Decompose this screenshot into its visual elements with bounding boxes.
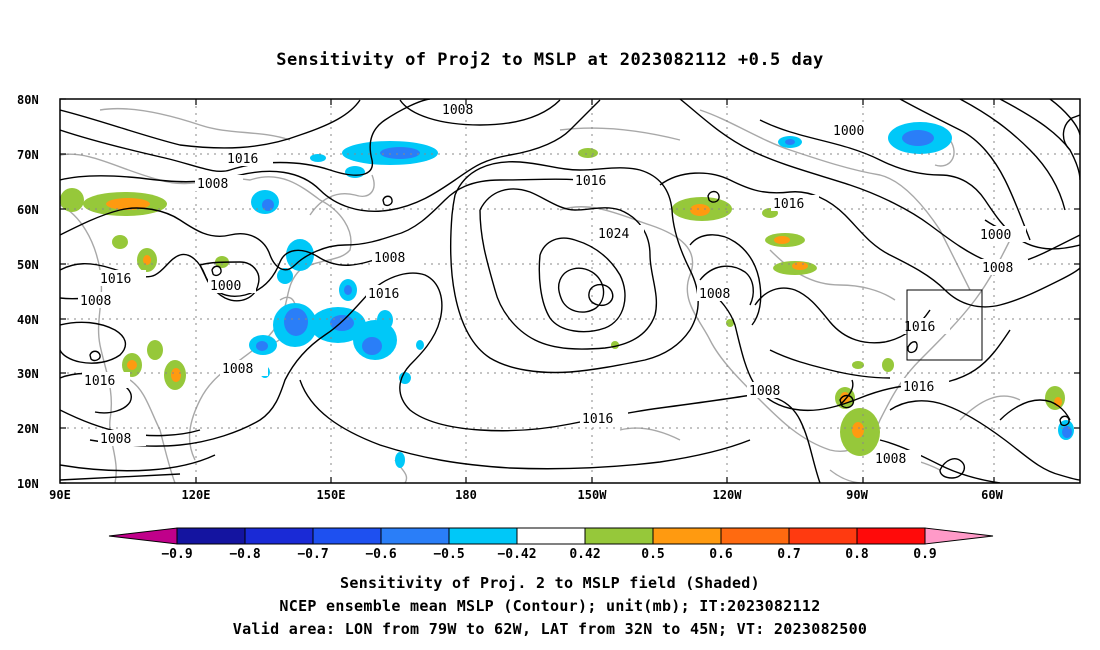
valid-area-box bbox=[906, 289, 983, 361]
lon-label-90e: 90E bbox=[49, 488, 71, 500]
colorbar-level-label: 0.7 bbox=[777, 547, 800, 562]
contour-label: 1016 bbox=[227, 152, 258, 167]
colorbar-level-label: −0.42 bbox=[497, 547, 536, 562]
contour-label: 1000 bbox=[210, 279, 241, 294]
contour-label: 1016 bbox=[100, 272, 131, 287]
colorbar-bin bbox=[516, 527, 586, 545]
contour-label: 1008 bbox=[749, 384, 780, 399]
contour-label: 1016 bbox=[368, 287, 399, 302]
contour-label: 1016 bbox=[773, 197, 804, 212]
colorbar-bin bbox=[244, 527, 314, 545]
lat-label-80n: 80N bbox=[17, 93, 39, 107]
lat-label-60n: 60N bbox=[17, 203, 39, 217]
colorbar-level-label: −0.9 bbox=[161, 547, 192, 562]
contour-label: 1016 bbox=[903, 380, 934, 395]
lat-label-40n: 40N bbox=[17, 313, 39, 327]
sensitivity-map: 1008 1016 1008 1016 1000 1008 1016 1008 … bbox=[17, 93, 1081, 500]
contour-label: 1008 bbox=[222, 362, 253, 377]
contour-label: 1008 bbox=[699, 287, 730, 302]
colorbar-level-label: −0.8 bbox=[229, 547, 260, 562]
colorbar-above-triangle bbox=[924, 527, 994, 545]
contour-label: 1008 bbox=[442, 103, 473, 118]
sensitivity-shading bbox=[60, 122, 1074, 468]
colorbar-level-label: 0.42 bbox=[569, 547, 600, 562]
axis-ticks bbox=[60, 98, 1080, 484]
colorbar-level-label: −0.7 bbox=[297, 547, 328, 562]
lon-label-90w: 90W bbox=[846, 488, 868, 500]
contour-label: 1016 bbox=[84, 374, 115, 389]
colorbar-bin bbox=[448, 527, 518, 545]
colorbar-level-label: 0.6 bbox=[709, 547, 733, 562]
lon-label-120w: 120W bbox=[713, 488, 743, 500]
lat-label-30n: 30N bbox=[17, 367, 39, 381]
colorbar-bin bbox=[652, 527, 722, 545]
contour-label: 1008 bbox=[197, 177, 228, 192]
colorbar-level-label: 0.5 bbox=[641, 547, 664, 562]
map-title: Sensitivity of Proj2 to MSLP at 20230821… bbox=[276, 50, 824, 70]
colorbar-level-label: 0.8 bbox=[845, 547, 869, 562]
colorbar-level-label: 0.9 bbox=[913, 547, 936, 562]
contour-label: 1008 bbox=[374, 251, 405, 266]
contour-label: 1016 bbox=[904, 320, 935, 335]
lon-label-150e: 150E bbox=[317, 488, 346, 500]
longitude-labels: 90E 120E 150E 180 150W 120W 90W 60W bbox=[49, 488, 1003, 500]
lat-label-20n: 20N bbox=[17, 422, 39, 436]
contour-label: 1008 bbox=[982, 261, 1013, 276]
contour-label: 1016 bbox=[582, 412, 613, 427]
colorbar-bin bbox=[584, 527, 654, 545]
lon-label-150w: 150W bbox=[578, 488, 608, 500]
caption-line-1: Sensitivity of Proj. 2 to MSLP field (Sh… bbox=[340, 574, 760, 592]
lon-label-180: 180 bbox=[455, 488, 477, 500]
contour-label: 1024 bbox=[598, 227, 629, 242]
caption-line-2: NCEP ensemble mean MSLP (Contour); unit(… bbox=[279, 597, 821, 615]
contour-label: 1008 bbox=[875, 452, 906, 467]
contour-label: 1008 bbox=[80, 294, 111, 309]
contour-label: 1016 bbox=[575, 174, 606, 189]
colorbar-bin bbox=[312, 527, 382, 545]
lat-label-70n: 70N bbox=[17, 148, 39, 162]
colorbar-level-label: −0.6 bbox=[365, 547, 396, 562]
map-frame bbox=[59, 98, 1081, 484]
contour-labels: 1008 1016 1008 1016 1000 1008 1016 1008 … bbox=[78, 101, 1028, 467]
contour-label: 1008 bbox=[100, 432, 131, 447]
lat-label-50n: 50N bbox=[17, 258, 39, 272]
colorbar-bin bbox=[856, 527, 926, 545]
contour-label: 1000 bbox=[980, 228, 1011, 243]
lon-label-120e: 120E bbox=[182, 488, 211, 500]
colorbar-bin bbox=[380, 527, 450, 545]
colorbar-bin bbox=[720, 527, 790, 545]
caption-line-3: Valid area: LON from 79W to 62W, LAT fro… bbox=[232, 620, 868, 638]
colorbar-below-triangle bbox=[108, 527, 178, 545]
colorbar-bin bbox=[788, 527, 858, 545]
colorbar-bin bbox=[176, 527, 246, 545]
lon-label-60w: 60W bbox=[981, 488, 1003, 500]
latitude-labels: 80N 70N 60N 50N 40N 30N 20N 10N bbox=[17, 93, 39, 491]
colorbar-level-label: −0.5 bbox=[433, 547, 464, 562]
contour-label: 1000 bbox=[833, 124, 864, 139]
lat-label-10n: 10N bbox=[17, 477, 39, 491]
